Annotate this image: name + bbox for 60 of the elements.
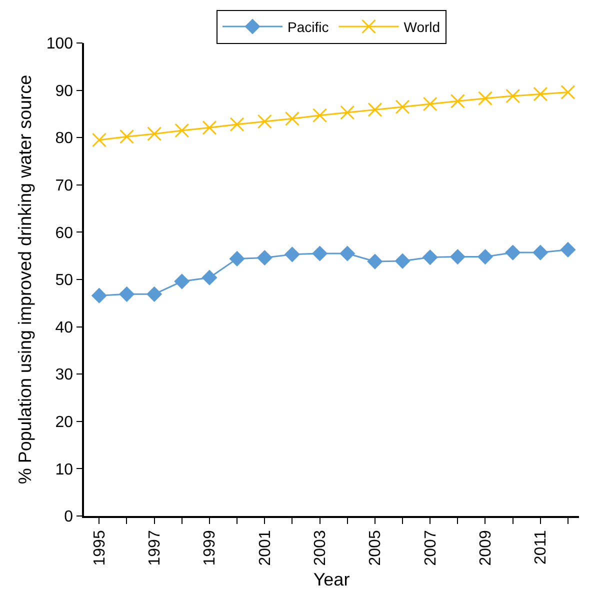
point [477,249,494,265]
point [450,249,466,265]
point [367,254,383,270]
point [506,88,520,104]
y-tick-label: 80 [55,130,74,148]
point [91,288,107,304]
point [532,244,548,260]
point [395,100,410,114]
point [257,114,272,129]
point [422,249,438,266]
y-tick-label: 30 [55,366,74,384]
y-tick-label: 90 [55,82,74,100]
point [478,91,492,106]
point [394,253,410,269]
point [174,274,190,290]
point [202,120,217,135]
y-axis-title: % Population using improved drinking water source [15,74,36,484]
point [533,86,548,102]
x-tick-label: 2011 [532,530,550,565]
x-tick-label: 2003 [312,530,329,566]
point [147,126,162,142]
point [202,270,218,286]
point [256,250,272,266]
y-tick-label: 70 [55,178,74,194]
point [174,123,190,138]
point [229,250,245,266]
point [450,94,465,108]
point [560,84,576,100]
y-tick-label: 60 [55,224,74,242]
point [560,242,576,258]
point [230,117,244,132]
legend-label: World [404,18,440,35]
y-tick-label: 40 [55,319,74,336]
y-tick-label: 20 [55,414,74,431]
y-tick-label: 10 [55,461,74,478]
x-tick-label: 1999 [202,530,219,566]
point [422,96,438,112]
x-tick-label: 1995 [91,530,108,566]
point [340,105,355,120]
point [312,246,328,262]
y-tick-label: 50 [55,272,74,290]
point [368,102,382,117]
point [119,129,134,144]
point [284,111,300,126]
point [92,132,106,148]
x-tick-label: 1997 [146,530,164,566]
point [284,246,300,262]
x-tick-label: 2005 [367,530,384,566]
x-tick-label: 2007 [422,530,440,566]
legend-label: Pacific [288,18,329,35]
x-axis-title: Year [313,569,350,590]
x-tick-label: 2009 [477,530,494,566]
point [340,246,356,262]
point [312,108,328,123]
y-tick-label: 0 [64,508,74,526]
point [505,244,521,260]
point [118,286,135,302]
x-tick-label: 2001 [256,530,274,566]
y-tick-label: 100 [46,36,74,53]
point [146,286,162,302]
